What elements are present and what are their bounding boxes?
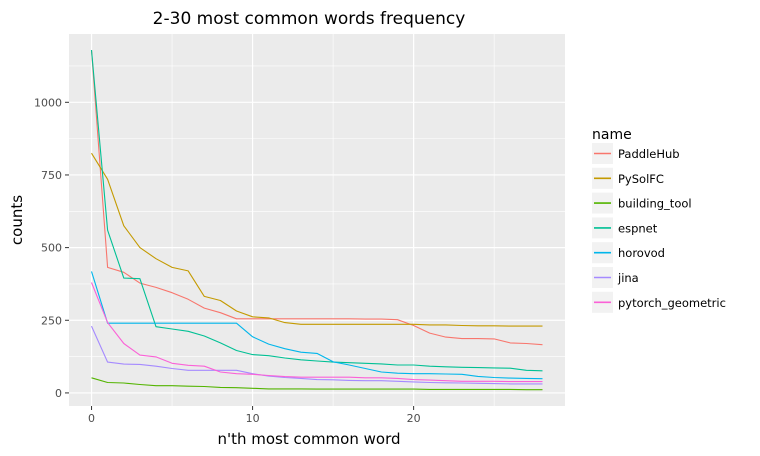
series-line-pysolfc	[91, 152, 543, 327]
x-axis-title: n'th most common word	[217, 430, 400, 448]
legend-label: PySolFC	[618, 172, 664, 186]
series-line-pytorch-geometric	[90, 282, 543, 383]
legend-item: PaddleHub	[592, 143, 680, 164]
legend-label: PaddleHub	[618, 147, 680, 161]
legend-item: espnet	[592, 217, 658, 239]
y-tick-label: 1000	[34, 96, 62, 109]
legend-item: building_tool	[592, 192, 692, 214]
y-tick-label: 750	[41, 169, 62, 182]
legend: name PaddleHub PySolFC building_toolespnet…	[592, 127, 726, 313]
legend-label: pytorch_geometric	[618, 296, 726, 310]
legend-item: horovod	[592, 242, 665, 264]
y-axis-title: counts	[8, 195, 26, 245]
series-lines	[90, 49, 543, 391]
x-tick-label: 0	[88, 412, 95, 425]
y-tick-label: 500	[41, 242, 62, 255]
grid-lines	[69, 34, 565, 406]
plot-panel	[69, 34, 565, 406]
x-tick-label: 10	[246, 412, 260, 425]
axis-ticks: 0 250 500 750 1000 0 10 20	[34, 96, 421, 425]
legend-item: PySolFC	[592, 167, 664, 189]
legend-item: pytorch_geometric	[592, 291, 726, 313]
legend-title: name	[592, 127, 632, 143]
legend-label: jina	[617, 271, 639, 285]
x-tick-label: 20	[407, 412, 421, 425]
series-line-jina	[90, 325, 543, 385]
legend-label: building_tool	[618, 197, 692, 211]
series-line-espnet	[90, 49, 543, 372]
series-line-horovod	[90, 271, 543, 380]
series-line-paddlehub	[90, 49, 543, 346]
y-tick-label: 250	[41, 314, 62, 327]
legend-label: espnet	[618, 221, 658, 235]
legend-item: jina	[592, 267, 639, 288]
chart-title: 2-30 most common words frequency	[153, 9, 466, 29]
series-line-building-tool	[91, 377, 543, 391]
legend-label: horovod	[618, 246, 665, 260]
y-tick-label: 0	[55, 387, 62, 400]
